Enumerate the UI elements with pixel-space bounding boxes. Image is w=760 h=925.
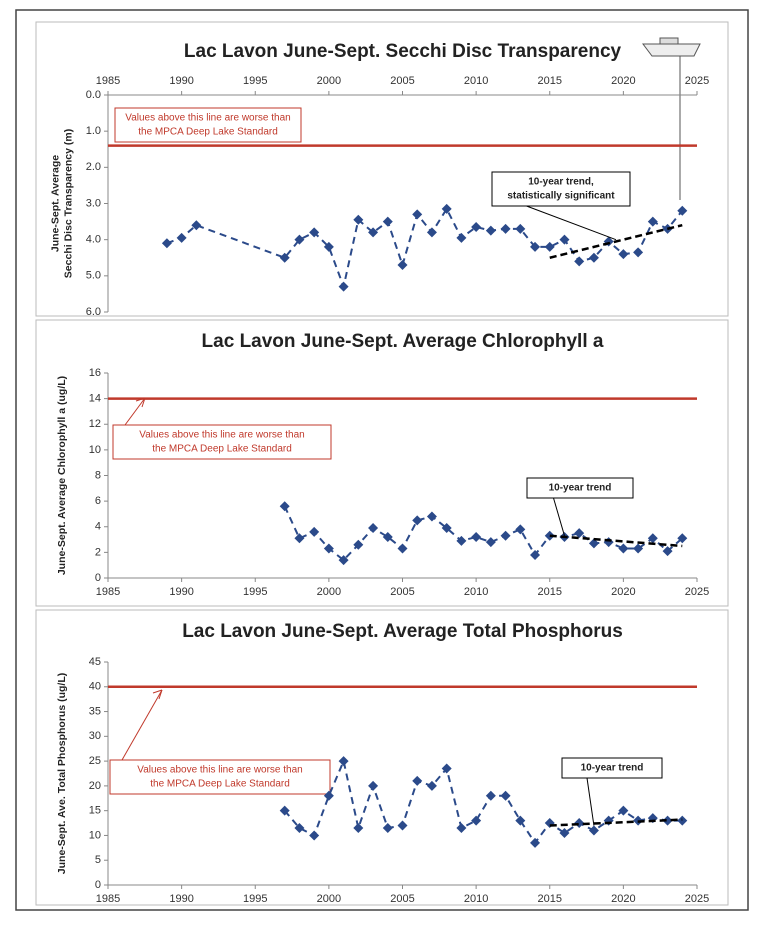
y-tick-label: 25 (89, 755, 101, 767)
x-tick-label: 2010 (464, 75, 488, 87)
y-tick-label: 1.0 (86, 125, 101, 137)
x-tick-label: 2000 (317, 75, 341, 87)
y-tick-label: 0.0 (86, 89, 101, 101)
y-tick-label: 6 (95, 495, 101, 507)
trend-note: statistically significant (507, 191, 615, 202)
x-tick-label: 2005 (390, 75, 414, 87)
x-tick-label: 1985 (96, 893, 120, 905)
x-tick-label: 2015 (538, 893, 562, 905)
y-tick-label: 2 (95, 546, 101, 558)
x-tick-label: 1995 (243, 75, 267, 87)
x-tick-label: 1995 (243, 893, 267, 905)
y-axis-label: June-Sept. Ave. Total Phosphorus (ug/L) (56, 673, 68, 874)
trend-note: 10-year trend (581, 763, 644, 774)
x-tick-label: 2015 (538, 75, 562, 87)
x-tick-label: 2015 (538, 586, 562, 598)
x-tick-label: 2000 (317, 893, 341, 905)
x-tick-label: 2005 (390, 586, 414, 598)
y-tick-label: 6.0 (86, 306, 101, 318)
x-tick-label: 1990 (169, 893, 193, 905)
chart-title: Lac Lavon June-Sept. Average Chlorophyll… (202, 331, 604, 352)
x-tick-label: 1985 (96, 75, 120, 87)
y-tick-label: 40 (89, 681, 101, 693)
x-tick-label: 2010 (464, 893, 488, 905)
chart-title: Lac Lavon June-Sept. Secchi Disc Transpa… (184, 41, 622, 62)
y-tick-label: 10 (89, 444, 101, 456)
y-tick-label: 4 (95, 521, 101, 533)
y-axis-label: June-Sept. Average (49, 155, 61, 252)
y-tick-label: 10 (89, 829, 101, 841)
page: Lac Lavon June-Sept. Secchi Disc Transpa… (0, 0, 760, 920)
y-tick-label: 16 (89, 367, 101, 379)
trend-note: 10-year trend, (528, 177, 594, 188)
y-axis-label: June-Sept. Average Chlorophyll a (ug/L) (56, 376, 68, 575)
x-tick-label: 1990 (169, 75, 193, 87)
trend-note: 10-year trend (549, 483, 612, 494)
panel (36, 320, 728, 606)
y-tick-label: 30 (89, 730, 101, 742)
y-tick-label: 45 (89, 656, 101, 668)
y-tick-label: 20 (89, 780, 101, 792)
x-tick-label: 1990 (169, 586, 193, 598)
x-tick-label: 1985 (96, 586, 120, 598)
x-tick-label: 2020 (611, 75, 635, 87)
standard-note: the MPCA Deep Lake Standard (150, 779, 290, 790)
y-tick-label: 8 (95, 469, 101, 481)
x-tick-label: 2025 (685, 893, 709, 905)
x-tick-label: 2005 (390, 893, 414, 905)
y-tick-label: 4.0 (86, 234, 101, 246)
y-tick-label: 35 (89, 705, 101, 717)
x-tick-label: 2000 (317, 586, 341, 598)
x-tick-label: 2025 (685, 75, 709, 87)
y-tick-label: 15 (89, 805, 101, 817)
x-tick-label: 1995 (243, 586, 267, 598)
y-tick-label: 0 (95, 879, 101, 891)
standard-note: Values above this line are worse than (137, 765, 302, 776)
y-tick-label: 5.0 (86, 270, 101, 282)
chart-title: Lac Lavon June-Sept. Average Total Phosp… (182, 621, 623, 642)
x-tick-label: 2025 (685, 586, 709, 598)
y-tick-label: 12 (89, 418, 101, 430)
y-tick-label: 0 (95, 572, 101, 584)
standard-note: Values above this line are worse than (125, 113, 290, 124)
y-tick-label: 14 (89, 393, 101, 405)
x-tick-label: 2020 (611, 893, 635, 905)
y-tick-label: 5 (95, 854, 101, 866)
standard-note: the MPCA Deep Lake Standard (152, 444, 292, 455)
y-tick-label: 2.0 (86, 161, 101, 173)
y-axis-label: Secchi Disc Transparency (m) (62, 129, 74, 278)
x-tick-label: 2020 (611, 586, 635, 598)
x-tick-label: 2010 (464, 586, 488, 598)
y-tick-label: 3.0 (86, 197, 101, 209)
standard-note: the MPCA Deep Lake Standard (138, 127, 278, 138)
standard-note: Values above this line are worse than (139, 430, 304, 441)
panel (36, 22, 728, 316)
